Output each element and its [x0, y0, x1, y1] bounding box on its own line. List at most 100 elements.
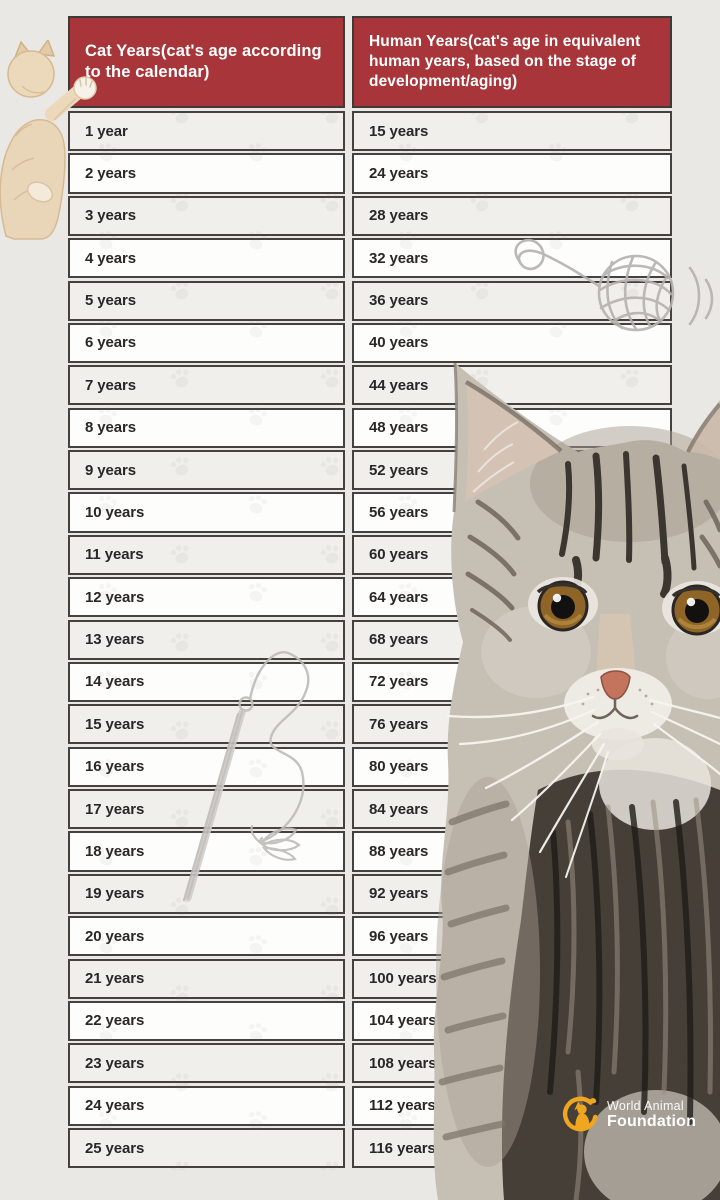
- human-years-value: 15 years: [369, 122, 429, 140]
- human-years-value: 44 years: [369, 376, 429, 394]
- human-years-value: 112 years: [369, 1097, 436, 1115]
- cat-years-cell: 14 years: [68, 661, 345, 703]
- human-years-cell: 68 years: [352, 619, 672, 660]
- human-years-cell: 116 years: [352, 1128, 672, 1169]
- human-years-value: 64 years: [369, 588, 429, 606]
- human-years-cell: 60 years: [352, 534, 672, 575]
- human-years-cell: 32 years: [352, 238, 672, 279]
- cat-years-value: 13 years: [85, 631, 145, 649]
- cat-years-value: 24 years: [85, 1097, 145, 1115]
- cat-years-value: 17 years: [85, 800, 145, 818]
- cat-years-value: 15 years: [85, 715, 145, 733]
- human-years-cell: 96 years: [352, 916, 672, 957]
- table-header-human-years: Human Years(cat's age in equivalent huma…: [352, 16, 672, 108]
- cat-years-cell: 11 years: [68, 534, 345, 575]
- logo-line2: Foundation: [607, 1113, 697, 1131]
- cat-years-cell: 15 years: [68, 704, 345, 745]
- human-years-cell: 44 years: [352, 365, 672, 406]
- logo-text: World Animal Foundation: [607, 1099, 696, 1131]
- cat-years-value: 11 years: [85, 546, 144, 564]
- human-years-value: 108 years: [369, 1054, 437, 1072]
- human-years-cell: 52 years: [352, 450, 672, 491]
- cat-years-cell: 1 year: [68, 111, 345, 152]
- cat-years-cell: 13 years: [68, 619, 345, 660]
- human-years-value: 68 years: [369, 631, 429, 649]
- cat-years-value: 6 years: [85, 334, 137, 352]
- cat-years-value: 3 years: [85, 207, 137, 225]
- human-years-cell: 15 years: [352, 111, 672, 152]
- human-years-value: 52 years: [369, 461, 429, 479]
- cat-years-cell: 9 years: [68, 450, 345, 491]
- cat-years-cell: 18 years: [68, 831, 345, 872]
- human-years-value: 24 years: [369, 164, 429, 182]
- human-years-cell: 72 years: [352, 661, 672, 703]
- human-years-cell: 84 years: [352, 789, 672, 830]
- cat-years-cell: 2 years: [68, 153, 345, 194]
- cat-years-value: 10 years: [85, 503, 145, 521]
- cat-years-cell: 10 years: [68, 492, 345, 533]
- header-cat-years-label: Cat Years(cat's age according to the cal…: [85, 41, 322, 81]
- cat-years-value: 21 years: [85, 970, 145, 988]
- cat-years-value: 20 years: [85, 927, 145, 945]
- age-table: Cat Years(cat's age according to the cal…: [68, 16, 672, 1169]
- human-years-value: 96 years: [369, 927, 429, 945]
- cat-years-value: 4 years: [85, 249, 137, 267]
- cat-years-value: 8 years: [85, 419, 137, 437]
- cat-years-value: 7 years: [85, 376, 137, 394]
- human-years-cell: 92 years: [352, 873, 672, 914]
- cat-years-cell: 22 years: [68, 1000, 345, 1042]
- cat-years-cell: 4 years: [68, 238, 345, 279]
- human-years-value: 40 years: [369, 334, 429, 352]
- cat-years-cell: 3 years: [68, 195, 345, 236]
- age-table-header: Cat Years(cat's age according to the cal…: [68, 16, 672, 108]
- cat-years-cell: 5 years: [68, 280, 345, 321]
- cat-years-cell: 24 years: [68, 1085, 345, 1126]
- cat-years-cell: 16 years: [68, 746, 345, 787]
- cat-years-cell: 8 years: [68, 407, 345, 448]
- human-years-value: 36 years: [369, 292, 429, 310]
- human-years-cell: 108 years: [352, 1043, 672, 1084]
- human-years-cell: 76 years: [352, 704, 672, 745]
- human-years-value: 56 years: [369, 503, 429, 521]
- cat-years-value: 16 years: [85, 758, 145, 776]
- cat-years-value: 5 years: [85, 292, 137, 310]
- human-years-cell: 36 years: [352, 280, 672, 321]
- cat-years-cell: 21 years: [68, 958, 345, 999]
- age-table-body: 1 year 15 years 2 years 24 years 3 years…: [68, 111, 672, 1169]
- cat-years-cell: 7 years: [68, 365, 345, 406]
- cat-years-cell: 6 years: [68, 322, 345, 364]
- cat-years-cell: 12 years: [68, 577, 345, 618]
- human-years-cell: 100 years: [352, 958, 672, 999]
- cat-years-value: 23 years: [85, 1054, 145, 1072]
- human-years-value: 72 years: [369, 673, 429, 691]
- cat-years-value: 2 years: [85, 164, 137, 182]
- human-years-value: 88 years: [369, 842, 429, 860]
- cat-years-value: 12 years: [85, 588, 145, 606]
- human-years-cell: 88 years: [352, 831, 672, 872]
- cat-years-value: 1 year: [85, 122, 128, 140]
- logo-line1: World Animal: [607, 1099, 685, 1114]
- cat-years-value: 25 years: [85, 1139, 145, 1157]
- human-years-value: 76 years: [369, 715, 429, 733]
- cat-years-value: 18 years: [85, 842, 145, 860]
- human-years-cell: 28 years: [352, 195, 672, 236]
- world-animal-foundation-logo: World Animal Foundation: [562, 1096, 696, 1134]
- human-years-value: 100 years: [369, 970, 437, 988]
- cat-years-cell: 20 years: [68, 916, 345, 957]
- table-header-cat-years: Cat Years(cat's age according to the cal…: [68, 16, 345, 108]
- human-years-cell: 104 years: [352, 1000, 672, 1042]
- cat-years-cell: 23 years: [68, 1043, 345, 1084]
- logo-dog-icon: [562, 1096, 598, 1132]
- human-years-value: 92 years: [369, 885, 429, 903]
- cat-years-value: 14 years: [85, 673, 145, 691]
- human-years-cell: 48 years: [352, 407, 672, 448]
- cat-years-value: 22 years: [85, 1012, 145, 1030]
- cat-years-value: 9 years: [85, 461, 137, 479]
- header-human-years-label: Human Years(cat's age in equivalent huma…: [369, 32, 641, 91]
- human-years-cell: 80 years: [352, 746, 672, 787]
- human-years-value: 116 years: [369, 1139, 436, 1157]
- human-years-value: 48 years: [369, 419, 429, 437]
- cat-years-value: 19 years: [85, 885, 145, 903]
- human-years-value: 32 years: [369, 249, 429, 267]
